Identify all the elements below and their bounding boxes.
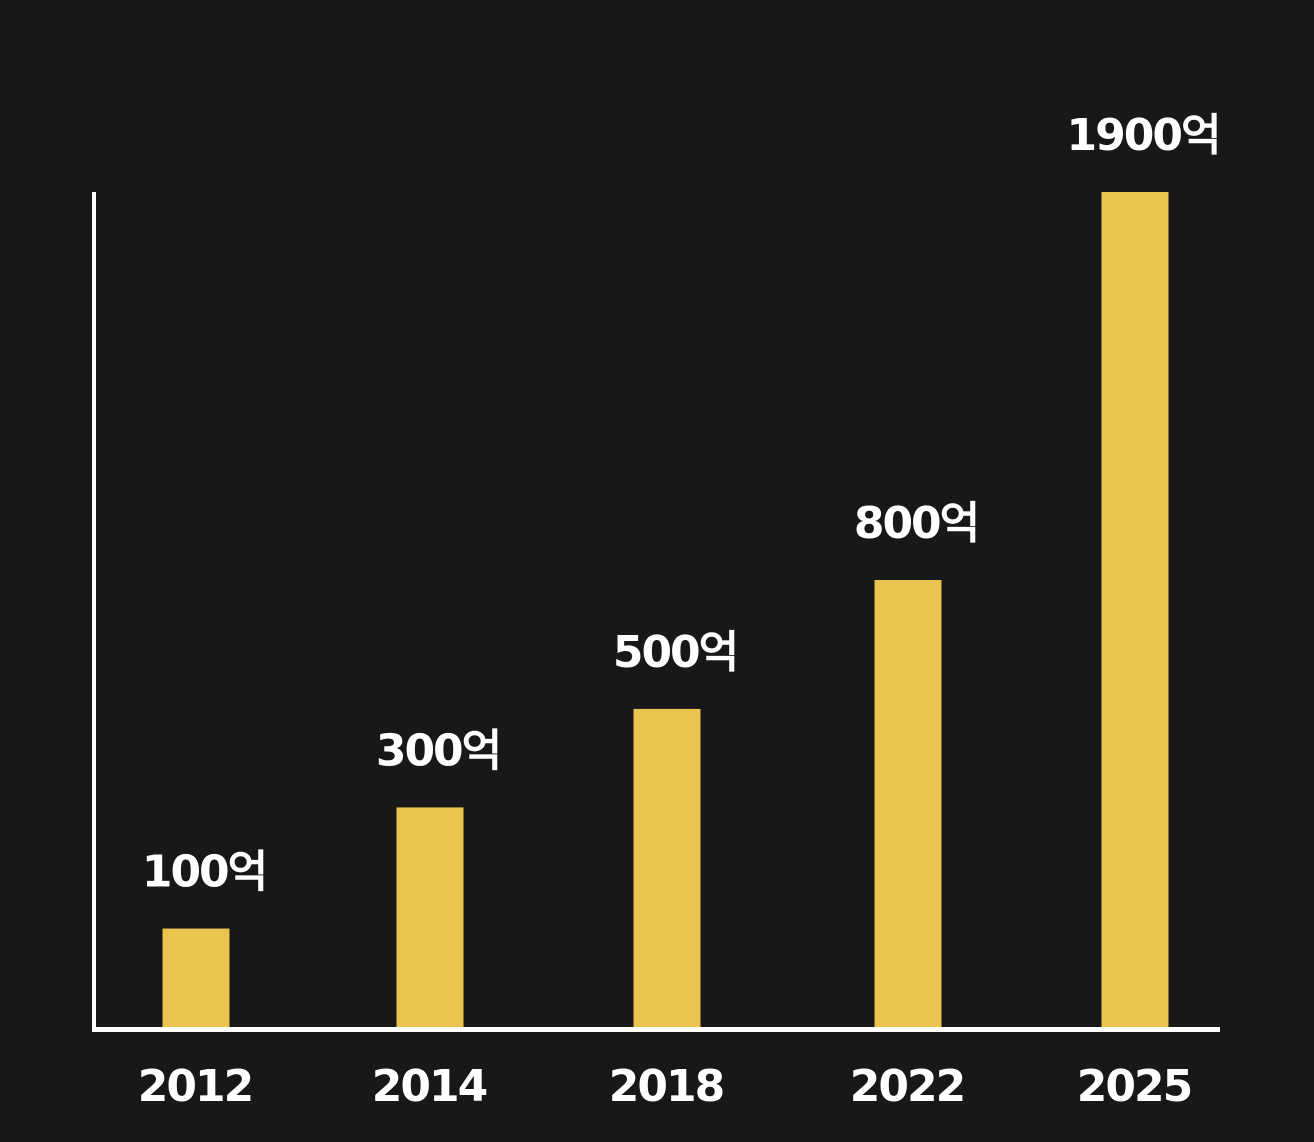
bar-2012 bbox=[162, 928, 230, 1029]
x-tick-label-2022: 2022 bbox=[850, 1061, 964, 1112]
data-label-2022: 800억 bbox=[854, 498, 978, 549]
x-tick-label-2018: 2018 bbox=[609, 1061, 723, 1112]
labels-layer: 100억 2012 300억 2014 500억 2018 800억 2022 1900억 202… bbox=[138, 110, 1222, 1112]
bar-2022 bbox=[874, 579, 942, 1029]
data-label-2018: 500억 bbox=[613, 627, 737, 678]
bar-2018 bbox=[633, 708, 701, 1029]
x-tick-label-2014: 2014 bbox=[372, 1061, 487, 1112]
data-label-2025: 1900억 bbox=[1067, 110, 1220, 161]
bar-2014 bbox=[396, 807, 464, 1029]
bar-2025 bbox=[1101, 192, 1169, 1029]
data-label-2014: 300억 bbox=[376, 725, 500, 776]
bars-layer bbox=[162, 192, 1169, 1029]
x-tick-label-2025: 2025 bbox=[1077, 1061, 1191, 1112]
data-label-2012: 100억 bbox=[142, 847, 266, 898]
x-tick-label-2012: 2012 bbox=[138, 1061, 252, 1112]
